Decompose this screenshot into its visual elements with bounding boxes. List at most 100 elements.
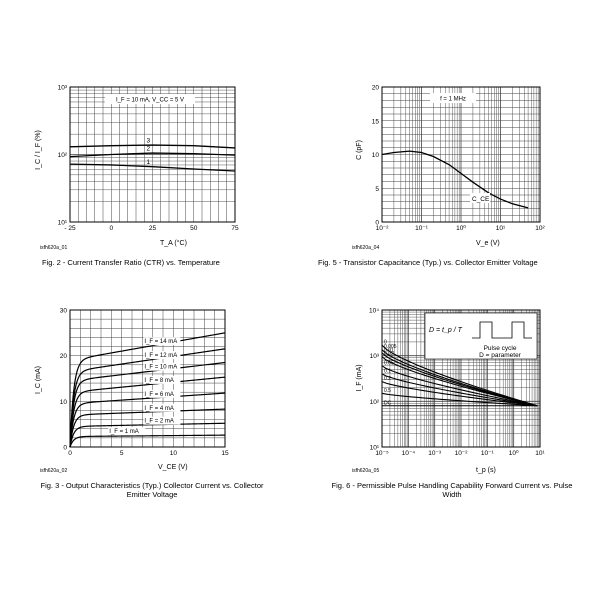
fig5-caption: Fig. 5 - Transistor Capacitance (Typ.) v… [318, 258, 538, 267]
fig5-x-tick-label: 10⁻¹ [415, 225, 429, 232]
fig5-condition: f = 1 MHz [440, 97, 466, 103]
fig2-series-label: 2 [147, 146, 151, 153]
fig6-legend-formula: D = t_p / T [429, 327, 463, 334]
fig6-x-tick-label: 10¹ [535, 450, 545, 457]
fig5-capacitance-vs-voltage: C (pF) 10⁻² 10⁻¹ 10⁰ 10¹ 10² 0 5 10 15 20 f = 1 MH… [318, 85, 546, 268]
fig6-x-tick-label: 10⁻⁵ [375, 450, 389, 457]
fig6-series-label: 0.005 [384, 344, 397, 350]
fig3-xlabel: V_CE (V) [158, 464, 188, 471]
fig2-series-2 [69, 152, 236, 158]
fig2-xlabel: T_A (°C) [160, 239, 187, 247]
fig6-series-label: 0.01 [384, 347, 394, 353]
fig2-ylabel: I_C / I_F (%) [35, 130, 42, 170]
fig5-condition-bg [430, 93, 476, 103]
fig3-id-label: isfh620a_02 [40, 468, 67, 474]
fig5-x-tick-label: 10² [535, 225, 545, 232]
fig6-series-label: 0.5 [384, 388, 391, 394]
fig2-grid [69, 87, 236, 223]
fig2-y-tick-label: 10² [58, 152, 68, 159]
fig5-y-tick-label: 10 [372, 152, 380, 159]
fig2-series-1 [69, 163, 236, 172]
fig2-x-tick-label: 25 [149, 225, 157, 232]
fig3-series-label-bg [143, 416, 181, 425]
fig3-series-label-bg [143, 375, 181, 384]
fig5-y-tick-label: 15 [372, 118, 380, 125]
fig2-x-tick-label: 75 [231, 225, 239, 232]
fig3-x-tick-label: 0 [68, 450, 72, 457]
fig3-x-tick-label: 15 [221, 450, 229, 457]
caption-line: Emitter Voltage [127, 490, 178, 499]
fig3-series-label: I_F = 2 mA [144, 419, 174, 425]
fig6-legend-box [424, 312, 538, 360]
fig5-series-label-bg [470, 193, 490, 203]
fig3-series-label-bg [143, 389, 181, 398]
fig3-series [69, 408, 226, 448]
fig6-y-tick-label: 10² [370, 399, 380, 406]
caption-line: Fig. 3 - Output Characteristics (Typ.) C… [41, 481, 264, 490]
fig3-series-label-bg [143, 351, 181, 360]
fig6-id-label: isfh620a_05 [352, 468, 379, 474]
fig3-series-label: I_F = 12 mA [144, 353, 177, 359]
fig6-series-0.02 [381, 356, 538, 407]
fig6-legend-param: D = parameter [479, 352, 522, 359]
fig6-series-label: 0.02 [384, 351, 394, 357]
fig5-x-tick-label: 10⁰ [456, 224, 466, 232]
fig6-series-label: 0.05 [384, 360, 394, 366]
fig5-y-tick-label: 20 [372, 85, 380, 92]
fig3-caption: Fig. 3 - Output Characteristics (Typ.) C… [41, 481, 264, 499]
fig3-x-tick-label: 5 [120, 450, 124, 457]
fig6-series-0.1 [381, 373, 538, 407]
fig3-y-tick-label: 10 [60, 399, 68, 406]
fig6-plot-area: 10⁻⁵ 10⁻⁴ 10⁻³ 10⁻² 10⁻¹ 10⁰ 10¹10¹10²10³10⁴00… [369, 308, 546, 458]
fig6-xlabel: t_p (s) [476, 467, 496, 474]
fig2-id-label: isfh620a_01 [40, 245, 67, 251]
fig3-series-label: I_F = 10 mA [144, 365, 177, 371]
fig3-series-label: I_F = 4 mA [144, 406, 174, 412]
fig3-x-tick-label: 10 [170, 450, 178, 457]
fig3-series-label: I_F = 6 mA [144, 392, 174, 398]
fig3-series-label: I_F = 14 mA [144, 339, 177, 345]
fig5-series-label: C_CE [472, 196, 490, 203]
fig6-series-label: 0 [384, 340, 387, 346]
fig5-id-label: isfh620a_04 [352, 245, 379, 251]
fig3-series-label-bg [108, 427, 146, 436]
fig5-x-tick-label: 10¹ [496, 225, 506, 232]
fig5-plot-area: 10⁻² 10⁻¹ 10⁰ 10¹ 10² 0 5 10 15 20 f = 1 MHz C_CE [372, 85, 546, 233]
fig5-y-tick-label: 5 [375, 186, 379, 193]
fig6-series-label: 0.1 [384, 368, 391, 374]
fig3-series [69, 332, 226, 448]
fig3-series [69, 348, 226, 448]
fig6-y-tick-label: 10³ [370, 353, 380, 360]
fig2-x-tick-label: 50 [190, 225, 198, 232]
fig3-y-tick-label: 0 [63, 445, 67, 452]
fig2-x-tick-label: 0 [109, 225, 113, 232]
fig6-legend-pulse: Pulse cycle [484, 345, 517, 352]
fig2-ctr-vs-temperature: I_C / I_F (%) - 25 0 25 50 75 10¹ 10² 10³ I_F = … [35, 85, 239, 268]
fig6-series-label: 0.2 [384, 376, 391, 382]
pulse-waveform-icon [472, 321, 532, 339]
fig2-series-label: 3 [147, 138, 151, 145]
fig2-caption: Fig. 2 - Current Transfer Ratio (CTR) vs… [42, 258, 220, 267]
fig3-output-characteristics: I_C (mA) 0 5 10 15 0 10 20 30 I_F = 14 mA I_F = 1… [35, 308, 264, 500]
fig6-series-0.5 [381, 392, 538, 407]
fig6-series-0.2 [381, 381, 538, 407]
caption-line: Width [442, 490, 461, 499]
fig3-series-label: I_F = 8 mA [144, 378, 174, 384]
fig3-series-label-bg [143, 403, 181, 412]
fig3-y-tick-label: 30 [60, 308, 68, 315]
fig6-frame [381, 309, 541, 448]
fig3-ylabel: I_C (mA) [35, 366, 42, 394]
fig2-condition: I_F = 10 mA, V_CC = 5 V [116, 98, 184, 104]
fig3-series [69, 392, 226, 448]
fig6-x-tick-label: 10⁻⁴ [402, 450, 416, 457]
fig3-series [69, 376, 226, 448]
fig6-x-tick-label: 10⁻¹ [481, 450, 495, 457]
fig5-x-tick-label: 10⁻² [376, 225, 390, 232]
fig6-ylabel: I_F (mA) [356, 364, 363, 391]
fig5-ylabel: C (pF) [356, 140, 363, 160]
fig2-condition-bg [105, 94, 195, 104]
caption-line: Fig. 6 - Permissible Pulse Handling Capa… [332, 481, 573, 490]
fig6-x-tick-label: 10⁰ [509, 449, 519, 457]
fig6-pulse-handling: I_F (mA) 10⁻⁵ 10⁻⁴ 10⁻³ 10⁻² 10⁻¹ 10⁰ 10¹ 10¹ 10… [332, 308, 573, 500]
